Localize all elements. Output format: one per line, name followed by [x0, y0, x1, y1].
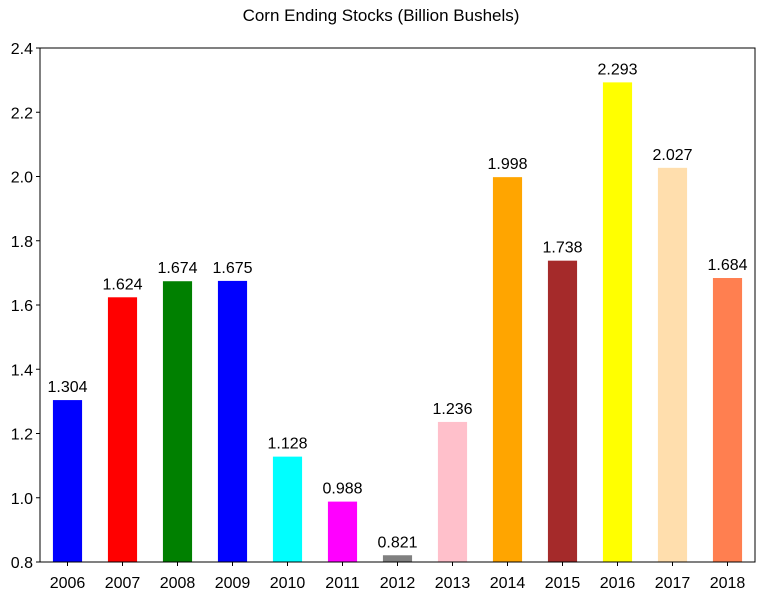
data-label-2008: 1.674	[157, 260, 197, 277]
y-tick-label: 1.4	[11, 362, 33, 379]
y-tick-label: 2.4	[11, 41, 33, 58]
x-tick-label-2016: 2016	[600, 575, 636, 592]
x-tick-label-2013: 2013	[435, 575, 471, 592]
x-tick-label-2011: 2011	[325, 575, 360, 592]
data-label-2016: 2.293	[597, 61, 637, 78]
data-label-2007: 1.624	[102, 276, 142, 293]
y-tick-label: 1.8	[11, 234, 33, 251]
y-tick-label: 1.0	[11, 491, 33, 508]
data-label-2018: 1.684	[707, 257, 747, 274]
data-label-2017: 2.027	[652, 147, 692, 164]
bar-2013	[437, 421, 468, 562]
bar-2012	[382, 555, 413, 562]
bar-2009	[217, 280, 248, 562]
data-label-2011: 0.988	[322, 481, 362, 498]
data-label-2015: 1.738	[542, 240, 582, 257]
x-tick-label-2012: 2012	[380, 575, 416, 592]
data-label-2013: 1.236	[432, 401, 472, 418]
chart-title: Corn Ending Stocks (Billion Bushels)	[242, 6, 520, 25]
bar-2006	[52, 400, 83, 562]
x-tick-label-2008: 2008	[160, 575, 196, 592]
y-tick-label: 1.6	[11, 298, 33, 315]
bar-2015	[547, 260, 578, 562]
x-tick-label-2010: 2010	[270, 575, 306, 592]
x-tick-label-2009: 2009	[215, 575, 251, 592]
bar-2016	[602, 82, 633, 562]
bar-2014	[492, 177, 523, 562]
y-tick-label: 0.8	[11, 555, 33, 572]
y-tick-label: 2.2	[11, 105, 33, 122]
x-tick-label-2015: 2015	[545, 575, 581, 592]
plot-frame	[39, 47, 756, 563]
data-label-2012: 0.821	[377, 534, 417, 551]
x-tick-label-2017: 2017	[655, 575, 691, 592]
data-label-2009: 1.675	[212, 260, 252, 277]
bar-2007	[107, 297, 138, 562]
bar-2017	[657, 167, 688, 563]
y-tick-label: 2.0	[11, 170, 33, 187]
bar-2011	[327, 501, 358, 562]
x-tick-label-2018: 2018	[710, 575, 746, 592]
x-tick-label-2007: 2007	[105, 575, 141, 592]
y-tick-label: 1.2	[11, 427, 33, 444]
bar-2008	[162, 281, 193, 562]
x-tick-label-2014: 2014	[490, 575, 526, 592]
bar-2018	[712, 278, 743, 562]
bar-2010	[272, 456, 303, 562]
data-label-2010: 1.128	[267, 436, 307, 453]
data-label-2014: 1.998	[487, 156, 527, 173]
x-tick-label-2006: 2006	[50, 575, 86, 592]
data-label-2006: 1.304	[47, 379, 87, 396]
